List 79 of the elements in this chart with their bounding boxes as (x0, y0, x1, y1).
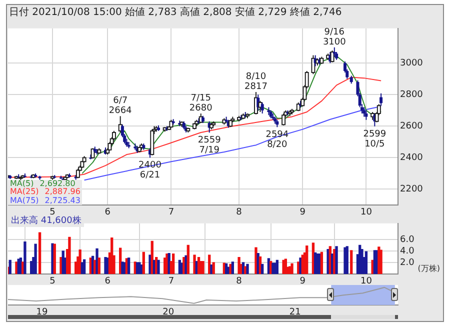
annotation: 9/16 3100 (322, 27, 346, 48)
bar (326, 248, 330, 274)
bar (299, 258, 302, 274)
bar (350, 250, 353, 274)
bar (335, 246, 338, 274)
bar (238, 256, 240, 274)
x-tick-label: 6 (104, 208, 111, 218)
bar (142, 252, 145, 274)
x-tick-label: 20 (162, 308, 174, 318)
x-tick-label: 6 (104, 276, 111, 287)
y-axis-title: (万株) (418, 263, 440, 274)
annotation: 2559 7/19 (198, 136, 222, 156)
annotation: 8/10 2817 (244, 72, 268, 92)
bar (246, 264, 249, 274)
x-tick-label: 9 (300, 208, 306, 218)
bar (306, 245, 308, 274)
text: MA(75) (10, 196, 39, 204)
annotation: 6/7 2664 (108, 96, 132, 116)
bar (60, 256, 62, 274)
x-tick-label: 8 (236, 276, 242, 287)
bar (68, 236, 71, 274)
x-tick-label: 5 (50, 276, 56, 287)
bar (290, 263, 294, 274)
x-tick-label: 8 (236, 208, 242, 218)
bar (78, 250, 82, 274)
bar (261, 264, 264, 274)
x-tick-label: 19 (36, 308, 48, 318)
bar (172, 254, 175, 274)
annotation: 2,692.80 (40, 178, 76, 188)
bar (24, 241, 26, 274)
bar (8, 260, 12, 274)
bar (371, 260, 374, 274)
annotation: 7/15 2680 (189, 94, 213, 114)
y-tick-label: 6.0 (400, 234, 415, 245)
bar (157, 260, 160, 274)
y-tick-label: 2600 (400, 122, 424, 132)
y-tick-label: 3000 (400, 58, 424, 68)
candlestick (380, 92, 383, 106)
bar (82, 259, 86, 274)
bar (38, 232, 42, 274)
bar (231, 262, 234, 274)
bar (380, 250, 382, 274)
candlestick (332, 46, 336, 58)
x-tick-label: 7 (168, 276, 174, 287)
x-tick-label: 10 (360, 208, 372, 218)
x-tick-label: 10 (360, 276, 372, 287)
text: MA(5) (10, 178, 34, 188)
bar (98, 258, 100, 274)
bar (320, 252, 324, 274)
candlestick (364, 110, 368, 120)
x-tick-label: 7 (168, 208, 174, 218)
y-tick-label: 2.0 (400, 258, 415, 268)
x-tick-label: 21 (289, 308, 301, 318)
bar (346, 246, 348, 274)
series-label: MA(25) (10, 187, 39, 196)
y-tick-label: 2200 (400, 184, 424, 195)
y-tick-label: 2400 (400, 153, 424, 164)
bar (193, 254, 196, 274)
x-tick-label: 9 (300, 276, 306, 287)
chart-title: 日付 2021/10/08 15:00 始値 2,783 高値 2,808 安値 2,729 終値 2,746 (9, 6, 343, 20)
bar (364, 251, 368, 274)
x-tick-label: 5 (50, 208, 56, 218)
bar (15, 262, 18, 274)
y-tick-label: 4.0 (400, 246, 415, 256)
bar (254, 247, 258, 274)
y-tick-label: 2800 (400, 90, 424, 100)
annotation: 2,725.43 (44, 196, 80, 204)
bar (344, 247, 346, 274)
chart-title: 出来高 41,600株 (8, 216, 84, 227)
bar (276, 260, 279, 274)
bar (96, 248, 98, 274)
annotation: 2,887.96 (44, 187, 80, 196)
bar (148, 254, 152, 274)
bar (360, 248, 364, 274)
bar (186, 244, 190, 274)
annotation: 2599 10/5 (363, 129, 386, 150)
candlestick (260, 102, 264, 114)
candlestick (362, 106, 366, 118)
bar (34, 244, 37, 274)
